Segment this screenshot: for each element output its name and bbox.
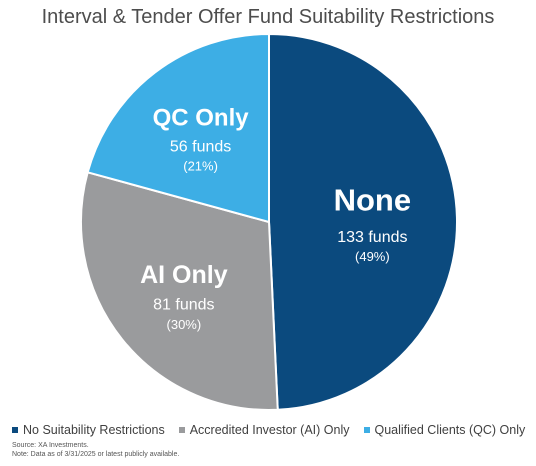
pie-slice-ai-only [80,171,279,411]
pie-chart: None 133 funds (49%) AI Only 81 funds (30%) QC… [80,32,458,411]
source-text: Source: XA Investments. [12,442,89,449]
chart-title: Interval & Tender Offer Fund Suitability… [41,6,495,28]
legend-swatch-qc-only [363,427,370,433]
slice-label-group-ai-only: AI Only 81 funds (30%) [140,261,228,332]
slice-percent-none: (49%) [355,249,390,264]
legend-label-none: No Suitability Restrictions [23,423,165,437]
legend-label-qc-only: Qualified Clients (QC) Only [374,423,526,437]
slice-label-qc-only: QC Only [153,104,250,131]
legend-item-qc-only: Qualified Clients (QC) Only [363,423,526,437]
slice-label-group-qc-only: QC Only 56 funds (21%) [153,104,250,173]
slice-percent-qc-only: (21%) [183,159,218,174]
legend-swatch-none [12,427,18,433]
slice-value-qc-only: 56 funds [170,138,231,155]
note-text: Note: Data as of 3/31/2025 or latest pub… [12,451,180,458]
legend-item-ai-only: Accredited Investor (AI) Only [178,423,350,437]
pie-slice-qc-only [86,32,270,224]
slice-label-ai-only: AI Only [140,261,228,289]
slice-label-group-none: None 133 funds (49%) [334,183,412,264]
legend-label-ai-only: Accredited Investor (AI) Only [189,423,350,437]
source-notes: Source: XA Investments. Note: Data as of… [12,441,179,459]
slice-label-none: None [334,183,412,218]
legend-item-none: No Suitability Restrictions [12,423,165,437]
slice-value-none: 133 funds [337,229,407,246]
legend-swatch-ai-only [178,427,185,433]
slice-value-ai-only: 81 funds [153,297,214,314]
legend: No Suitability Restrictions Accredited I… [12,423,525,437]
slice-percent-ai-only: (30%) [167,317,202,332]
pie-slice-none [268,32,458,411]
